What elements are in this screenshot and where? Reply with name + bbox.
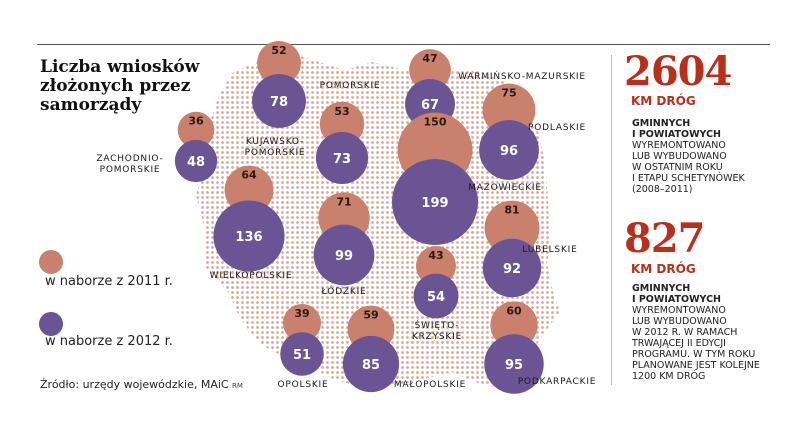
value-label-2012-łódzkie: 99 bbox=[335, 249, 353, 264]
stat-text-2: WYREMONTOWANO LUB WYBUDOWANO W 2012 R. W… bbox=[632, 305, 760, 382]
region-label-warmińsko-mazurskie: WARMIŃSKO-MAZURSKIE bbox=[458, 70, 586, 82]
bubble-2011-opolskie bbox=[282, 303, 322, 343]
bubble-2012-kujawsko-pomorskie bbox=[315, 131, 369, 185]
value-label-2011-małopolskie: 59 bbox=[363, 309, 378, 322]
value-label-2011-podlaskie: 75 bbox=[501, 87, 516, 100]
credit-initials: RM bbox=[232, 382, 243, 390]
bubble-2012-łódzkie bbox=[313, 224, 375, 286]
region-label-wielkopolskie: WIELKOPOLSKIE bbox=[210, 271, 293, 281]
region-label-opolskie: OPOLSKIE bbox=[278, 380, 329, 390]
bubble-2012-mazowieckie bbox=[392, 159, 478, 245]
legend-label-2012: w naborze z 2012 r. bbox=[45, 334, 173, 349]
region-label-podlaskie: PODLASKIE bbox=[528, 123, 586, 133]
value-label-2012-święto-krzyskie: 54 bbox=[427, 290, 445, 305]
region-label-podkarpackie: PODKARPACKIE bbox=[518, 377, 597, 387]
region-label-pomorskie: POMORSKIE bbox=[320, 81, 381, 91]
value-label-2012-warmińsko-mazurskie: 67 bbox=[421, 98, 439, 113]
value-label-2012-zachodnio-pomorskie: 48 bbox=[187, 155, 205, 170]
top-rule bbox=[37, 44, 770, 45]
value-label-2011-święto-krzyskie: 43 bbox=[428, 249, 443, 262]
region-label-łódzkie: ŁÓDZKIE bbox=[320, 285, 366, 297]
column-divider bbox=[611, 55, 612, 385]
value-label-2012-małopolskie: 85 bbox=[362, 358, 380, 373]
bubble-2011-pomorskie bbox=[257, 41, 301, 85]
value-label-2012-wielkopolskie: 136 bbox=[235, 230, 262, 245]
value-label-2011-łódzkie: 71 bbox=[336, 195, 351, 208]
value-label-2011-kujawsko-pomorskie: 53 bbox=[334, 105, 349, 118]
stat-value-2: 827 bbox=[624, 215, 705, 262]
region-label-zachodnio-pomorskie: ZACHODNIO-POMORSKIE bbox=[96, 154, 163, 175]
bubble-2011-wielkopolskie bbox=[224, 165, 274, 215]
bubble-2011-zachodnio-pomorskie bbox=[177, 111, 215, 149]
chart-title: Liczba wniosków złożonych przez samorząd… bbox=[40, 57, 200, 115]
bubble-2011-lubelskie bbox=[484, 200, 540, 256]
value-label-2011-opolskie: 39 bbox=[294, 307, 309, 320]
value-label-2011-mazowieckie: 150 bbox=[424, 116, 447, 129]
value-label-2012-pomorskie: 78 bbox=[270, 95, 288, 110]
stat-unit-2: KM DRÓG bbox=[631, 262, 696, 276]
value-label-2011-lubelskie: 81 bbox=[504, 204, 519, 217]
value-label-2011-pomorskie: 52 bbox=[271, 44, 286, 57]
bubble-2012-lubelskie bbox=[482, 238, 542, 298]
legend-dot-2012 bbox=[39, 312, 63, 336]
stat-value-1: 2604 bbox=[624, 48, 732, 95]
legend-label-2011: w naborze z 2011 r. bbox=[45, 274, 173, 289]
stat-text-1: WYREMONTOWANO LUB WYBUDOWANO W OSTATNIM … bbox=[632, 140, 745, 195]
bubble-2012-opolskie bbox=[280, 332, 324, 376]
value-label-2012-opolskie: 51 bbox=[293, 348, 311, 363]
stat-heading-2: GMINNYCH I POWIATOWYCH bbox=[632, 283, 722, 305]
value-label-2011-warmińsko-mazurskie: 47 bbox=[422, 52, 437, 65]
value-label-2011-wielkopolskie: 64 bbox=[241, 169, 257, 182]
bubble-2012-święto-krzyskie bbox=[413, 273, 459, 319]
region-label-mazowieckie: MAZOWIECKIE bbox=[468, 183, 542, 193]
value-label-2012-podlaskie: 96 bbox=[500, 144, 518, 159]
value-label-2012-mazowieckie: 199 bbox=[421, 196, 448, 211]
value-label-2012-kujawsko-pomorskie: 73 bbox=[333, 152, 351, 167]
bubble-2012-zachodnio-pomorskie bbox=[174, 139, 218, 183]
value-label-2011-zachodnio-pomorskie: 36 bbox=[188, 115, 204, 128]
legend-dot-2011 bbox=[39, 250, 63, 274]
region-label-święto-krzyskie: ŚWIĘTO-KRZYSKIE bbox=[412, 319, 462, 342]
value-label-2012-lubelskie: 92 bbox=[503, 262, 521, 277]
value-label-2012-podkarpackie: 95 bbox=[505, 358, 523, 373]
stat-heading-1: GMINNYCH I POWIATOWYCH bbox=[632, 118, 722, 140]
bubble-2012-podlaskie bbox=[479, 120, 539, 180]
stat-unit-1: KM DRÓG bbox=[631, 94, 696, 108]
bubble-2012-pomorskie bbox=[252, 74, 306, 128]
value-label-2011-podkarpackie: 60 bbox=[506, 304, 522, 317]
source-note: Źródło: urzędy wojewódzkie, MAiC bbox=[40, 378, 229, 391]
bubble-2012-małopolskie bbox=[342, 335, 400, 393]
bubble-2011-warmińsko-mazurskie bbox=[409, 49, 451, 91]
bubble-2011-podlaskie bbox=[482, 83, 536, 137]
bubble-2012-podkarpackie bbox=[484, 334, 544, 394]
region-label-małopolskie: MAŁOPOLSKIE bbox=[394, 380, 466, 390]
region-label-kujawsko-pomorskie: KUJAWSKO-POMORSKIE bbox=[245, 137, 306, 158]
region-label-lubelskie: LUBELSKIE bbox=[522, 245, 577, 255]
bubble-2012-wielkopolskie bbox=[213, 200, 285, 272]
